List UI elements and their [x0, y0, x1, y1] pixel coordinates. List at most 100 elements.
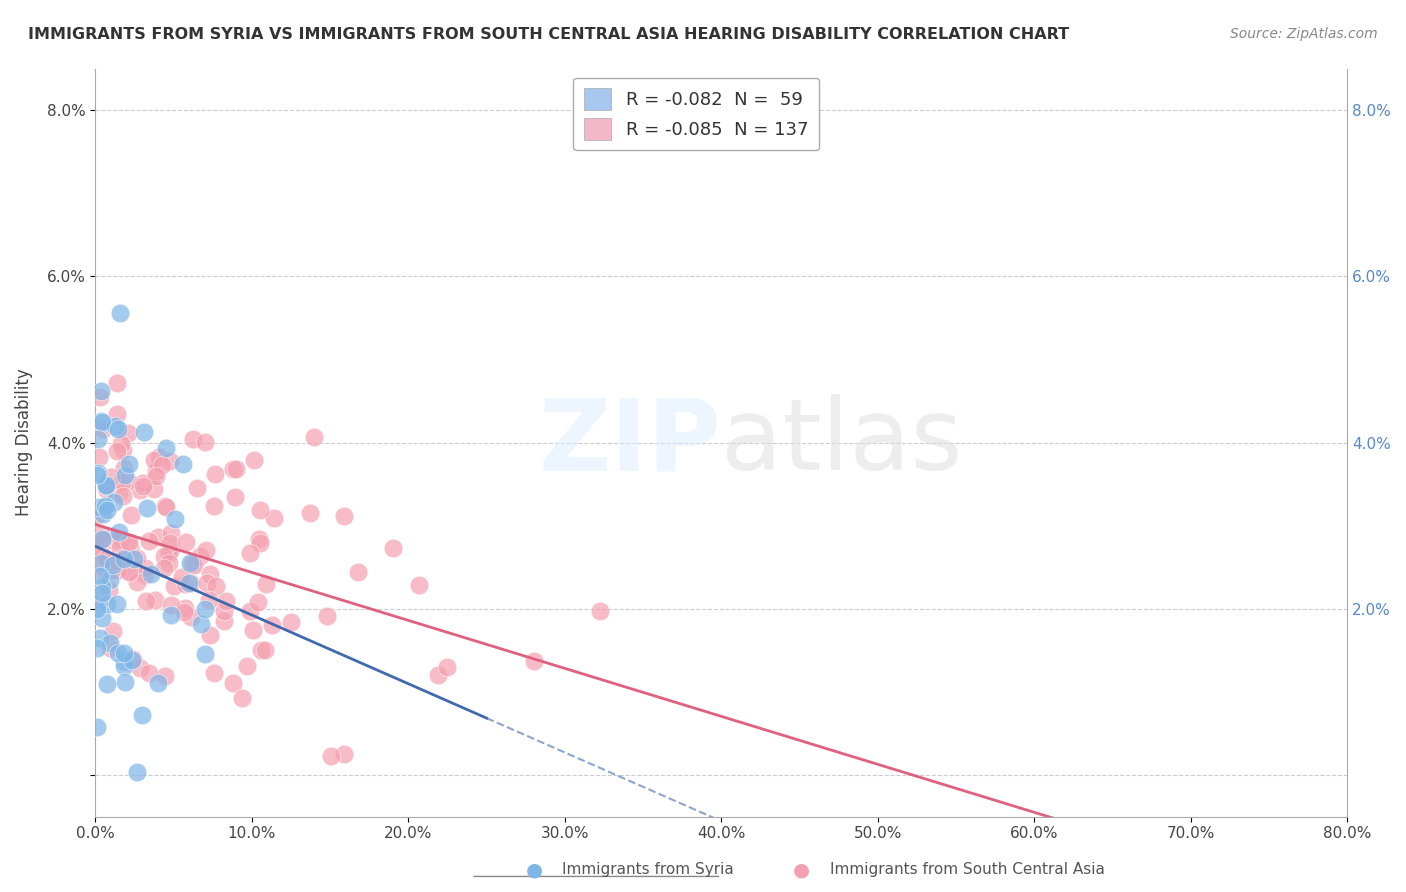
- Point: [155, 499, 177, 513]
- Point: [84, 596, 107, 610]
- Point: [170, 570, 193, 584]
- Point: [143, 483, 166, 497]
- Point: [427, 667, 450, 681]
- Point: [110, 532, 132, 546]
- Text: Source: ZipAtlas.com: Source: ZipAtlas.com: [1230, 27, 1378, 41]
- Text: ●: ●: [526, 860, 543, 880]
- Text: atlas: atlas: [721, 394, 963, 491]
- Point: [316, 609, 339, 624]
- Point: [107, 422, 129, 436]
- Point: [84, 509, 107, 524]
- Point: [101, 529, 124, 543]
- Point: [101, 563, 124, 577]
- Point: [180, 558, 202, 572]
- Legend: R = -0.082  N =  59, R = -0.085  N = 137: R = -0.082 N = 59, R = -0.085 N = 137: [574, 78, 820, 151]
- Point: [194, 647, 217, 661]
- Point: [90, 414, 112, 428]
- Point: [194, 435, 217, 450]
- Point: [183, 558, 205, 572]
- Point: [145, 465, 167, 479]
- Text: ●: ●: [793, 860, 810, 880]
- Point: [222, 461, 245, 475]
- Point: [110, 541, 132, 555]
- Point: [89, 526, 111, 541]
- Point: [236, 658, 259, 673]
- Point: [103, 495, 125, 509]
- Point: [143, 593, 166, 607]
- Point: [86, 720, 108, 734]
- Point: [247, 532, 270, 546]
- Point: [125, 764, 148, 779]
- Point: [117, 425, 139, 440]
- Point: [436, 660, 458, 674]
- Point: [86, 540, 108, 554]
- Point: [87, 500, 110, 514]
- Point: [110, 305, 132, 319]
- Point: [86, 466, 108, 480]
- Point: [105, 407, 128, 421]
- Point: [160, 542, 183, 557]
- Point: [224, 491, 246, 505]
- Point: [94, 552, 117, 566]
- Point: [125, 550, 148, 565]
- Point: [332, 509, 354, 524]
- Point: [214, 615, 236, 629]
- Point: [239, 603, 262, 617]
- Point: [112, 552, 135, 566]
- Point: [280, 615, 302, 630]
- Point: [408, 578, 430, 592]
- Point: [145, 469, 167, 483]
- Point: [125, 574, 148, 589]
- Point: [262, 618, 284, 632]
- Point: [105, 597, 128, 611]
- Point: [87, 596, 110, 610]
- Point: [332, 747, 354, 762]
- Point: [111, 551, 134, 566]
- Point: [204, 467, 226, 481]
- Point: [118, 457, 141, 471]
- Point: [107, 533, 129, 548]
- Point: [98, 640, 121, 655]
- Point: [205, 579, 228, 593]
- Point: [263, 510, 285, 524]
- Point: [129, 483, 152, 497]
- Point: [111, 442, 134, 457]
- Point: [91, 559, 114, 574]
- Point: [91, 421, 114, 435]
- Point: [94, 500, 117, 514]
- Point: [86, 602, 108, 616]
- Point: [121, 653, 143, 667]
- Point: [239, 546, 262, 560]
- Point: [94, 561, 117, 575]
- Point: [249, 503, 271, 517]
- Point: [89, 631, 111, 645]
- Point: [118, 541, 141, 555]
- Point: [302, 430, 325, 444]
- Point: [89, 390, 111, 404]
- Point: [96, 478, 118, 492]
- Point: [84, 549, 107, 563]
- Point: [157, 556, 180, 570]
- Point: [159, 454, 181, 468]
- Point: [90, 580, 112, 594]
- Point: [90, 611, 112, 625]
- Point: [100, 556, 122, 570]
- Point: [194, 543, 217, 558]
- Point: [222, 676, 245, 690]
- Point: [150, 458, 173, 473]
- Point: [105, 376, 128, 391]
- Point: [148, 676, 170, 690]
- Point: [382, 541, 405, 555]
- Point: [138, 534, 160, 549]
- Point: [299, 507, 322, 521]
- Point: [155, 500, 177, 515]
- Point: [179, 556, 201, 570]
- Point: [181, 432, 204, 446]
- Point: [198, 628, 221, 642]
- Point: [134, 561, 156, 575]
- Point: [319, 748, 342, 763]
- Point: [122, 651, 145, 665]
- Point: [132, 425, 155, 439]
- Point: [87, 432, 110, 446]
- Point: [155, 669, 177, 683]
